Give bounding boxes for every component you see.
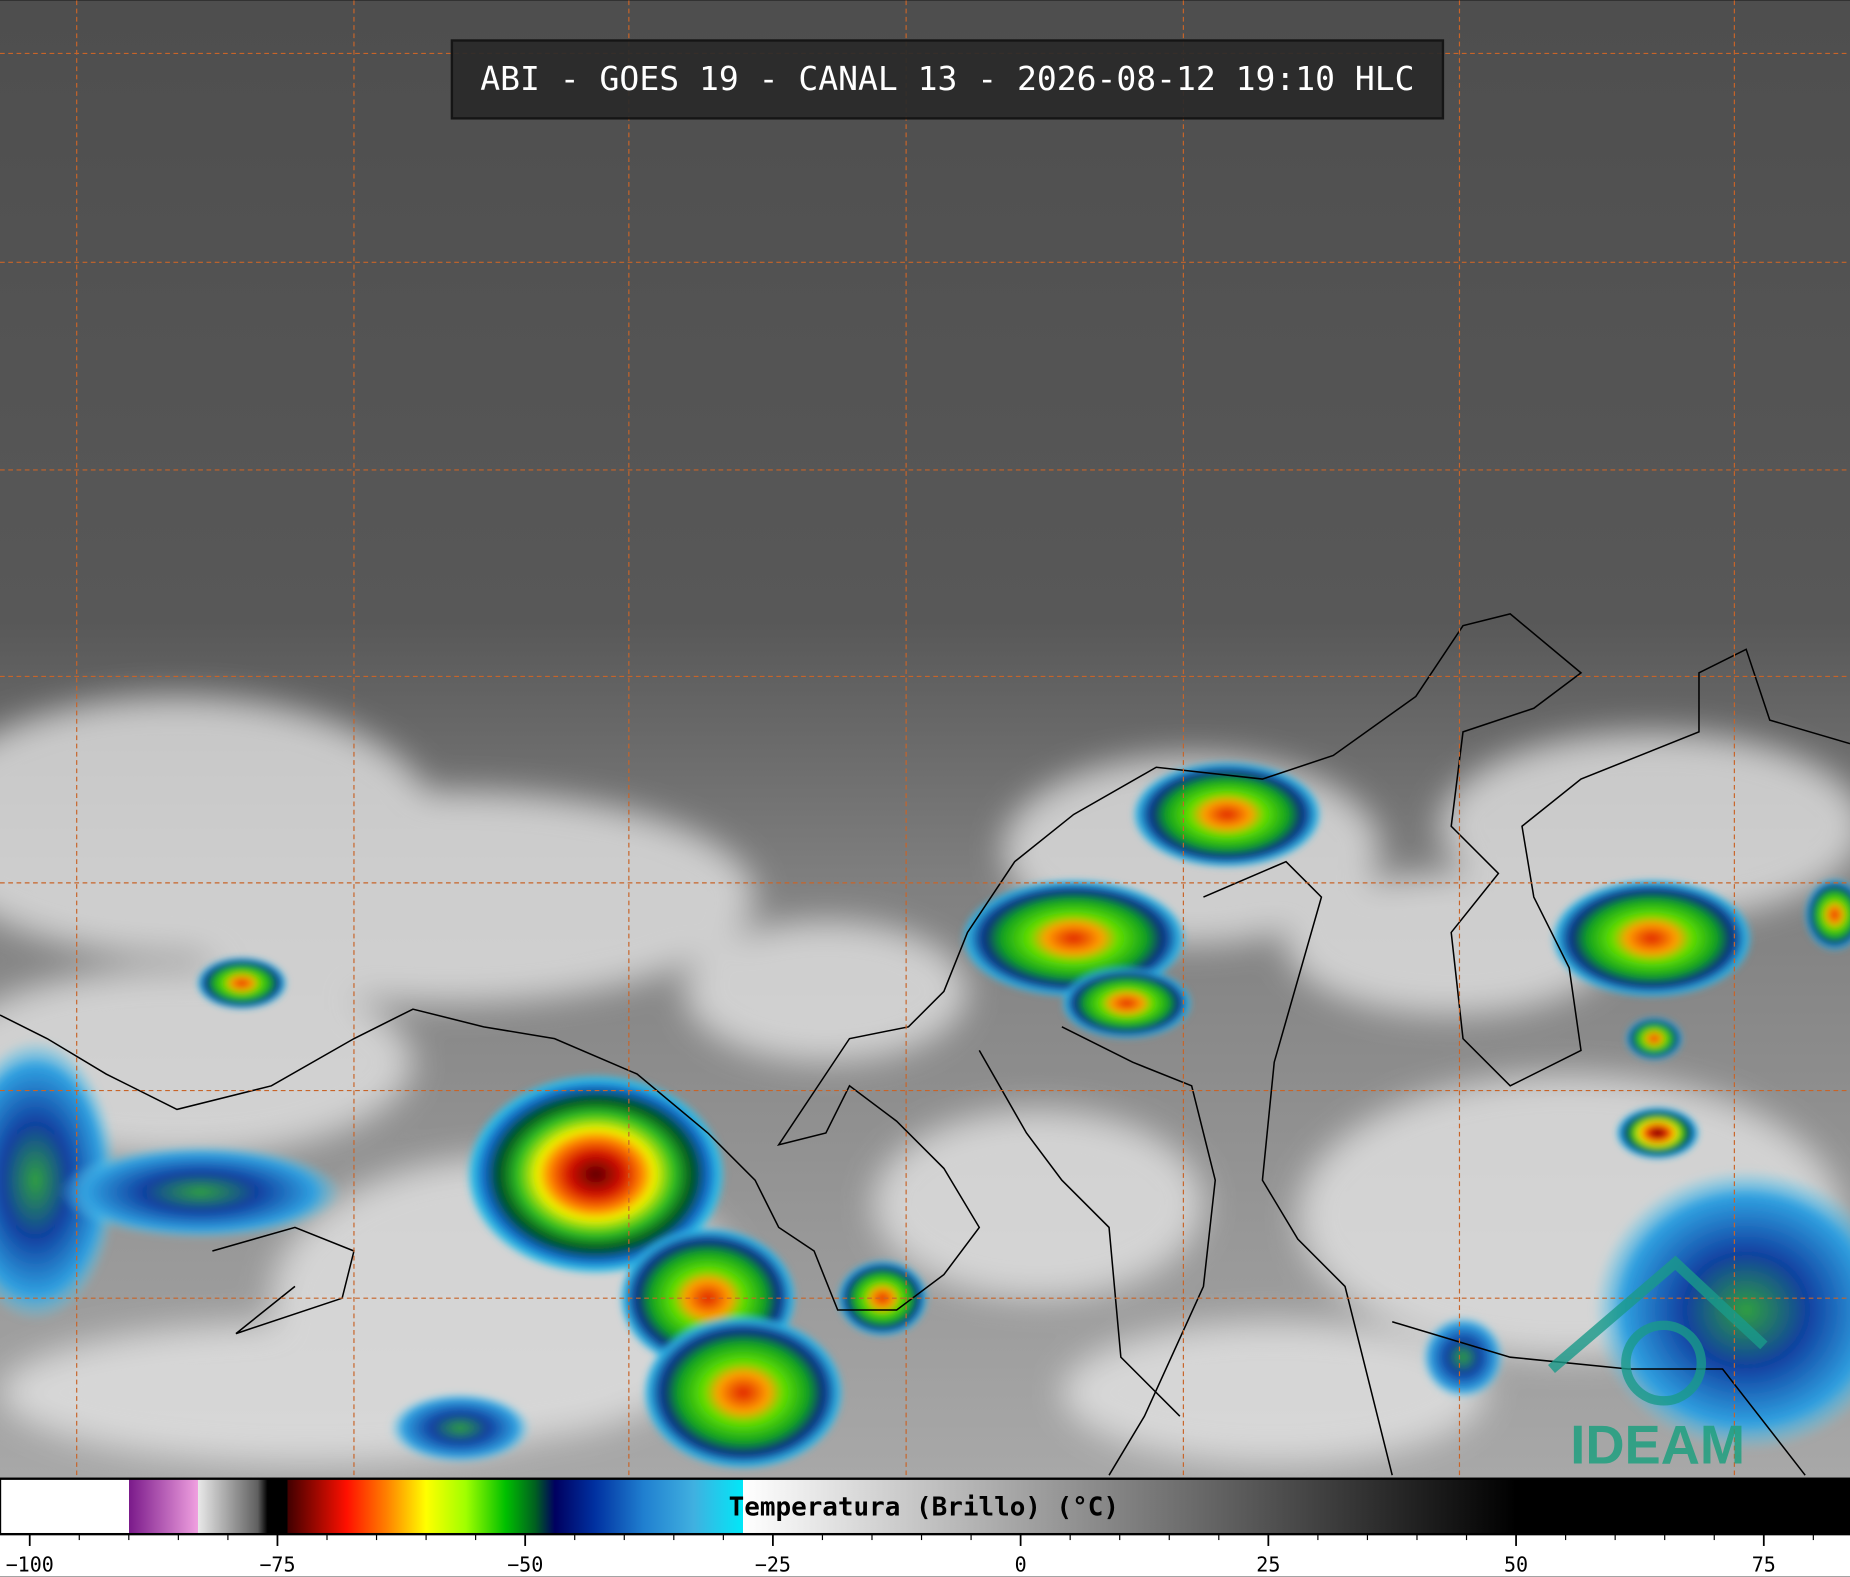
logo-roof <box>1548 1255 1768 1374</box>
graticule <box>0 0 1850 1478</box>
logo-swirl <box>1621 1320 1707 1406</box>
logo: IDEAM <box>1548 1255 1768 1475</box>
tick-label: −50 <box>507 1553 543 1577</box>
colorbar-ticks: −100 −75 −50 −25 0 25 50 75 <box>6 1534 1814 1577</box>
tick-label: −25 <box>755 1553 791 1577</box>
tick-label: −75 <box>259 1553 295 1577</box>
title-box <box>450 39 1445 120</box>
logo-text: IDEAM <box>1570 1414 1745 1475</box>
colorbar <box>0 1477 1850 1536</box>
colorbar-label: Temperatura (Brillo) (°C) <box>729 1493 1119 1523</box>
tick-label: 50 <box>1504 1553 1528 1577</box>
tick-label: 0 <box>1015 1553 1027 1577</box>
title: ABI - GOES 19 - CANAL 13 - 2026-08-12 19… <box>480 59 1414 98</box>
tick-label: −100 <box>6 1553 54 1577</box>
tick-label: 25 <box>1256 1553 1280 1577</box>
tick-label: 75 <box>1752 1553 1776 1577</box>
